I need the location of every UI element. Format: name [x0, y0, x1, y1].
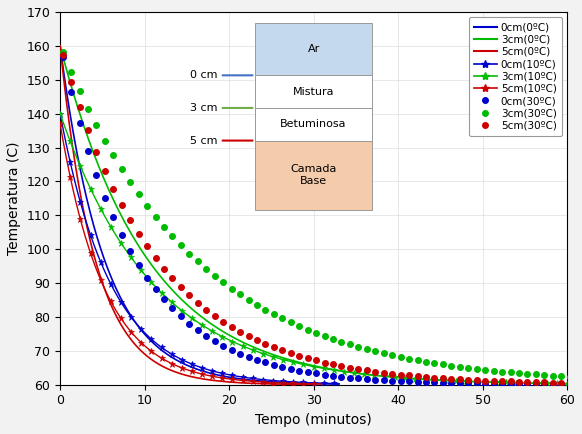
3cm(10ºC) [300, 362, 307, 367]
Polygon shape [255, 108, 372, 141]
5cm(0ºC) [304, 382, 311, 387]
Line: 5cm(0ºC): 5cm(0ºC) [60, 46, 314, 385]
3cm(30ºC) [59, 49, 66, 55]
0cm(10ºC) [329, 381, 336, 386]
5cm(30ºC) [178, 285, 184, 290]
5cm(10ºC) [181, 366, 188, 372]
5cm(0ºC) [177, 371, 184, 376]
Text: Betuminosa: Betuminosa [281, 119, 347, 129]
0cm(10ºC) [222, 372, 229, 377]
0cm(0ºC) [189, 365, 196, 370]
0cm(30ºC) [363, 376, 370, 381]
Line: 0cm(0ºC): 0cm(0ºC) [60, 46, 339, 384]
5cm(30ºC) [59, 52, 66, 57]
3cm(10ºC) [331, 368, 338, 373]
Legend: 0cm(0ºC), 3cm(0ºC), 5cm(0ºC), 0cm(10ºC), 3cm(10ºC), 5cm(10ºC), 0cm(30ºC), 3cm(30: 0cm(0ºC), 3cm(0ºC), 5cm(0ºC), 0cm(10ºC),… [469, 17, 562, 136]
0cm(30ºC) [59, 54, 66, 59]
5cm(0ºC) [179, 372, 186, 377]
5cm(0ºC) [56, 43, 63, 49]
5cm(30ºC) [161, 266, 168, 271]
Line: 5cm(10ºC): 5cm(10ºC) [60, 124, 322, 384]
0cm(10ºC) [189, 362, 196, 367]
0cm(30ºC) [237, 351, 244, 356]
3cm(0ºC) [56, 43, 63, 49]
Line: 3cm(0ºC): 3cm(0ºC) [60, 46, 567, 384]
0cm(10ºC) [285, 379, 292, 384]
3cm(10ºC) [563, 381, 570, 386]
Text: 0 cm: 0 cm [190, 70, 217, 80]
0cm(0ºC) [335, 381, 342, 387]
5cm(10ºC) [183, 367, 190, 372]
5cm(30ºC) [237, 329, 244, 334]
X-axis label: Tempo (minutos): Tempo (minutos) [255, 413, 372, 427]
Text: Ar: Ar [307, 44, 320, 54]
Polygon shape [255, 141, 372, 210]
Text: 3 cm: 3 cm [190, 103, 217, 113]
0cm(10ºC) [208, 368, 215, 373]
5cm(30ºC) [329, 362, 336, 367]
5cm(10ºC) [313, 381, 320, 387]
0cm(10ºC) [191, 362, 198, 368]
3cm(0ºC) [563, 381, 570, 386]
0cm(30ºC) [329, 373, 336, 378]
Line: 5cm(30ºC): 5cm(30ºC) [60, 52, 573, 386]
3cm(0ºC) [331, 367, 338, 372]
5cm(10ºC) [198, 372, 205, 377]
0cm(0ºC) [208, 371, 215, 376]
3cm(0ºC) [551, 381, 558, 386]
3cm(30ºC) [566, 374, 573, 379]
5cm(10ºC) [212, 375, 219, 380]
3cm(10ºC) [359, 371, 365, 376]
3cm(10ºC) [551, 381, 558, 386]
3cm(0ºC) [359, 371, 365, 376]
3cm(30ºC) [161, 224, 168, 229]
Line: 3cm(30ºC): 3cm(30ºC) [60, 49, 573, 379]
Line: 0cm(10ºC): 0cm(10ºC) [60, 114, 339, 384]
5cm(0ºC) [264, 381, 271, 386]
0cm(10ºC) [56, 111, 63, 116]
3cm(0ºC) [472, 379, 479, 385]
Text: Mistura: Mistura [293, 87, 334, 97]
Polygon shape [255, 23, 372, 76]
0cm(0ºC) [222, 374, 229, 379]
0cm(0ºC) [191, 365, 198, 371]
3cm(10ºC) [56, 111, 63, 116]
3cm(30ºC) [178, 243, 184, 248]
3cm(0ºC) [297, 360, 304, 365]
0cm(30ºC) [161, 297, 168, 302]
3cm(30ºC) [499, 369, 506, 374]
5cm(0ºC) [208, 378, 215, 383]
5cm(0ºC) [194, 375, 201, 381]
Text: 5 cm: 5 cm [190, 135, 217, 145]
5cm(10ºC) [318, 381, 325, 387]
5cm(30ºC) [566, 380, 573, 385]
0cm(30ºC) [566, 382, 573, 387]
3cm(10ºC) [297, 362, 304, 367]
0cm(10ºC) [335, 381, 342, 386]
Y-axis label: Temperatura (C): Temperatura (C) [7, 141, 21, 255]
0cm(0ºC) [285, 380, 292, 385]
3cm(30ºC) [363, 346, 370, 352]
0cm(0ºC) [329, 381, 336, 387]
Polygon shape [255, 76, 372, 108]
5cm(30ºC) [363, 368, 370, 373]
3cm(0ºC) [300, 361, 307, 366]
5cm(10ºC) [56, 121, 63, 126]
5cm(30ºC) [499, 378, 506, 384]
0cm(30ºC) [499, 381, 506, 386]
3cm(30ºC) [237, 292, 244, 297]
3cm(10ºC) [472, 379, 479, 384]
Line: 0cm(30ºC): 0cm(30ºC) [60, 54, 573, 387]
Line: 3cm(10ºC): 3cm(10ºC) [60, 114, 567, 384]
Text: Camada
Base: Camada Base [290, 164, 337, 186]
5cm(10ºC) [271, 380, 278, 385]
0cm(0ºC) [56, 43, 63, 49]
5cm(0ºC) [310, 382, 317, 387]
3cm(30ºC) [329, 336, 336, 342]
0cm(30ºC) [178, 314, 184, 319]
